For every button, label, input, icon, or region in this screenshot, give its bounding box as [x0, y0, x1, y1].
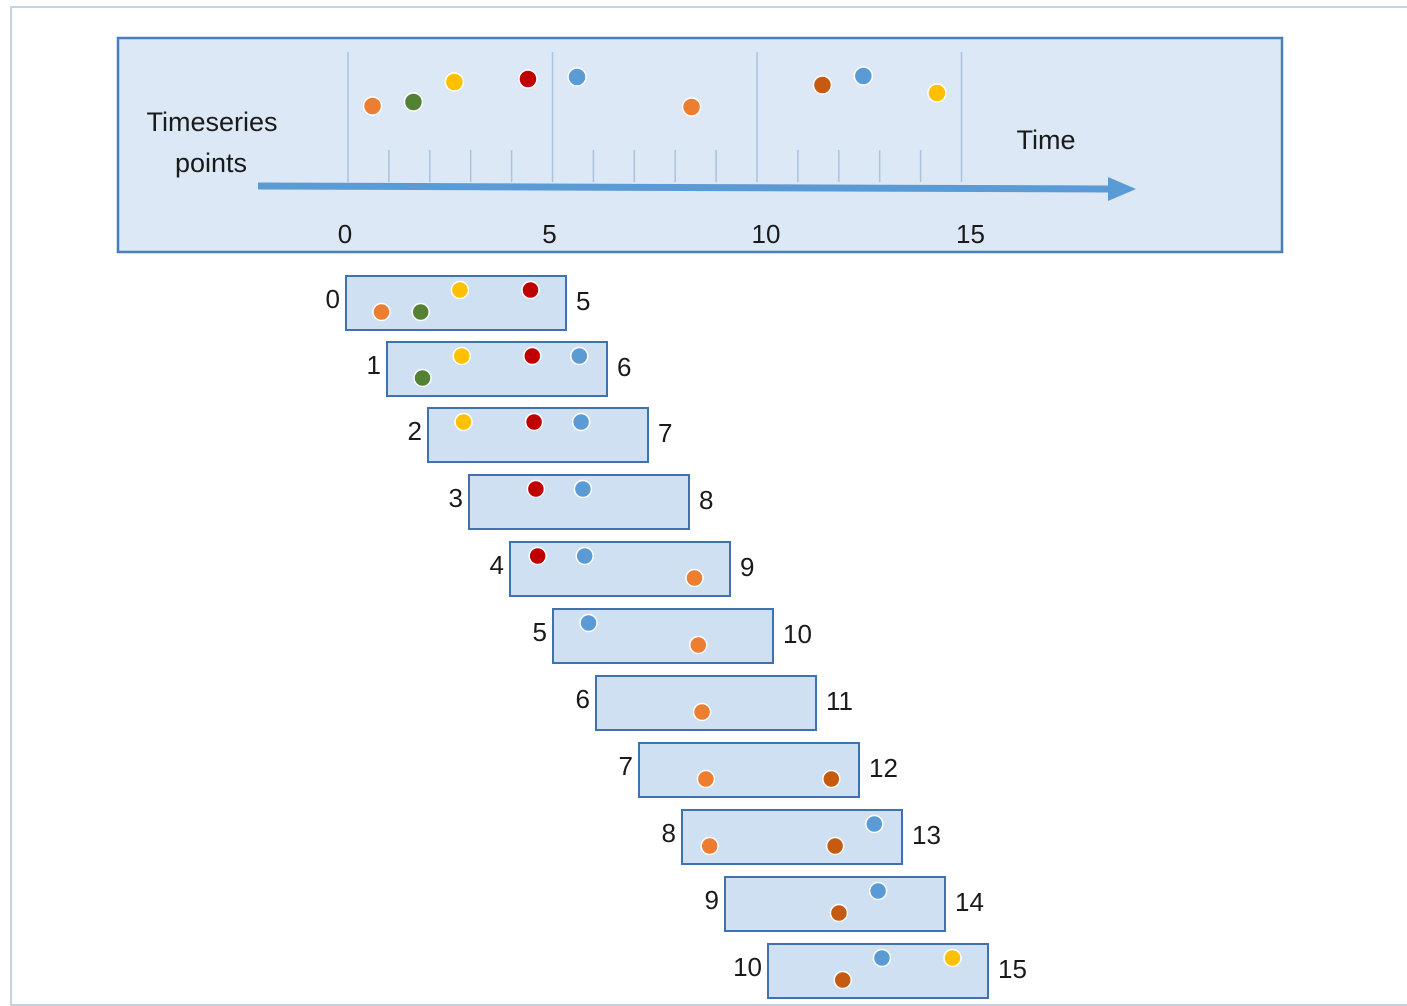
window-point-rust: [829, 903, 849, 923]
timeline-point-orange: [362, 96, 383, 116]
window-end-label: 12: [869, 753, 898, 783]
window-row: 9 14: [705, 876, 984, 932]
window-point-orange: [689, 635, 708, 655]
window-start-label: 0: [326, 284, 340, 314]
window-box: [681, 809, 903, 865]
timeseries-label-line-1: Timeseries: [146, 107, 277, 137]
window-point-orange: [372, 302, 391, 322]
window-point-blue: [579, 613, 598, 633]
timeline-panel: Timeseries points Time 0 5 10 15: [116, 36, 1284, 254]
tick-label: 10: [752, 219, 781, 249]
window-point-blue: [872, 948, 892, 968]
window-point-blue: [865, 814, 884, 834]
window-end-label: 10: [783, 619, 812, 649]
window-point-blue: [570, 346, 589, 366]
window-end-label: 8: [699, 485, 713, 515]
window-end-label: 11: [826, 686, 853, 716]
timeline-point-rust: [812, 75, 833, 95]
window-point-orange: [696, 769, 716, 789]
window-point-orange: [685, 568, 704, 588]
timeline-point-yellow: [444, 72, 465, 92]
window-point-green: [413, 368, 432, 388]
window-row: 5 10: [533, 608, 812, 664]
window-end-label: 6: [617, 352, 631, 382]
window-point-rust: [822, 769, 841, 789]
window-end-label: 9: [740, 552, 754, 582]
time-axis-line: [257, 182, 1111, 193]
timeline-panel-box: [116, 36, 1284, 254]
window-point-blue: [571, 412, 591, 432]
window-point-orange: [692, 702, 712, 722]
window-box: [724, 876, 946, 932]
window-row: 7 12: [619, 742, 898, 798]
window-point-red: [521, 280, 540, 300]
window-start-label: 5: [533, 617, 547, 647]
window-point-yellow: [450, 280, 470, 300]
timeline-point-blue: [567, 67, 587, 87]
timeline-points: [362, 66, 947, 117]
timeline-ticks: [347, 52, 963, 182]
time-axis-tick-labels: 0 5 10 15: [338, 219, 985, 249]
window-start-label: 10: [733, 952, 762, 982]
window-box: [638, 742, 860, 798]
window-point-blue: [868, 881, 888, 901]
window-point-red: [524, 412, 544, 432]
window-point-rust: [833, 970, 852, 990]
window-end-label: 7: [658, 418, 672, 448]
window-row: 6 11: [576, 675, 853, 731]
tick-label: 0: [338, 219, 352, 249]
window-start-label: 1: [367, 350, 381, 380]
window-end-label: 15: [998, 954, 1027, 984]
window-row: 8 13: [662, 809, 941, 865]
window-box: [595, 675, 817, 731]
window-point-red: [523, 346, 542, 366]
window-start-label: 8: [662, 818, 676, 848]
time-axis-arrowhead: [1108, 177, 1136, 201]
timeline-point-orange: [681, 97, 702, 117]
tick-label: 15: [956, 219, 985, 249]
tick-label: 5: [542, 219, 556, 249]
window-point-yellow: [943, 948, 962, 968]
timeseries-label-line-2: points: [175, 148, 247, 178]
window-point-green: [411, 302, 430, 322]
window-start-label: 3: [449, 483, 463, 513]
window-point-blue: [573, 479, 593, 499]
window-start-label: 6: [576, 684, 590, 714]
window-point-blue: [575, 546, 594, 566]
window-start-label: 2: [408, 416, 422, 446]
window-point-yellow: [452, 346, 471, 366]
window-point-orange: [700, 836, 719, 856]
timeline-point-red: [518, 69, 538, 89]
window-end-label: 13: [912, 820, 941, 850]
time-axis: [257, 177, 1136, 201]
window-end-label: 14: [955, 887, 984, 917]
window-point-rust: [825, 836, 845, 856]
window-row: 10 15: [733, 943, 1027, 999]
timeline-point-yellow: [927, 83, 947, 103]
window-point-yellow: [454, 412, 473, 432]
timeline-point-blue: [853, 66, 874, 86]
window-point-red: [526, 479, 546, 499]
window-point-red: [528, 546, 547, 566]
window-start-label: 9: [705, 885, 719, 915]
time-axis-label: Time: [1017, 125, 1076, 155]
timeline-point-green: [403, 92, 424, 112]
window-end-label: 5: [576, 286, 590, 316]
window-start-label: 4: [490, 550, 504, 580]
window-box: [552, 608, 774, 664]
window-start-label: 7: [619, 751, 633, 781]
